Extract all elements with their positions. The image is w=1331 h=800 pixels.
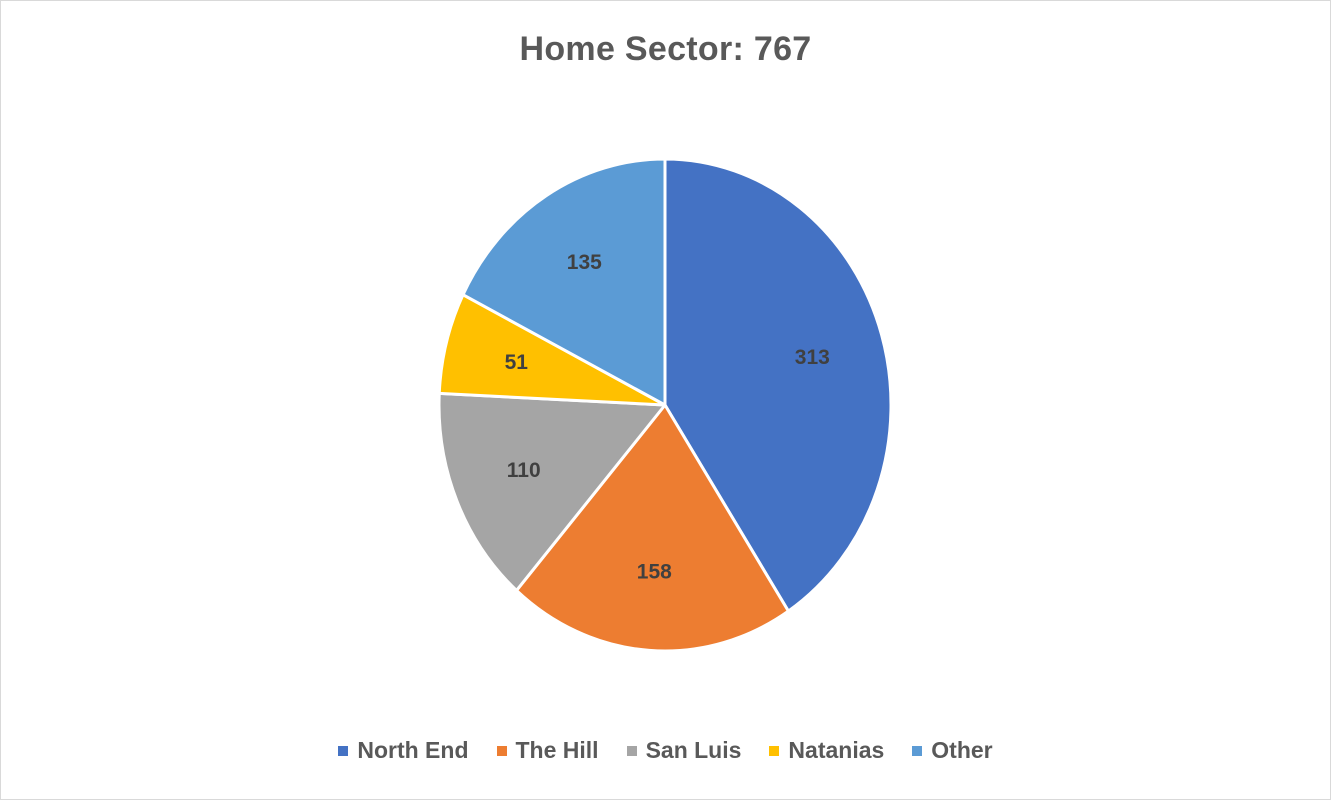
legend-label: The Hill xyxy=(515,737,599,763)
pie-slice-san-luis xyxy=(437,391,667,592)
legend-item-san-luis: San Luis xyxy=(626,737,742,764)
legend-swatch xyxy=(769,745,780,756)
pie-data-labels: 313 158 110 51 135 xyxy=(505,251,830,583)
legend-item-other: Other xyxy=(912,737,993,764)
pie-slice-other xyxy=(461,157,667,407)
data-label-san-luis: 110 xyxy=(507,459,541,482)
legend: North End The Hill San Luis Natanias Other xyxy=(0,737,1331,764)
data-label-other: 135 xyxy=(567,251,602,274)
legend-item-natanias: Natanias xyxy=(769,737,884,764)
legend-label: San Luis xyxy=(645,737,742,763)
data-label-natanias: 51 xyxy=(505,351,529,374)
data-label-north-end: 313 xyxy=(795,346,830,369)
legend-swatch xyxy=(496,745,507,756)
legend-label: Natanias xyxy=(788,737,885,763)
pie-slice-the-hill xyxy=(515,403,790,653)
legend-label: North End xyxy=(357,737,469,763)
legend-swatch xyxy=(626,745,637,756)
pie-slices xyxy=(437,157,893,653)
legend-swatch xyxy=(338,745,349,756)
data-label-the-hill: 158 xyxy=(637,560,672,583)
legend-item-the-hill: The Hill xyxy=(496,737,599,764)
legend-swatch xyxy=(912,745,923,756)
legend-label: Other xyxy=(931,737,993,763)
legend-item-north-end: North End xyxy=(338,737,469,764)
chart-title: Home Sector: 767 xyxy=(519,30,812,68)
